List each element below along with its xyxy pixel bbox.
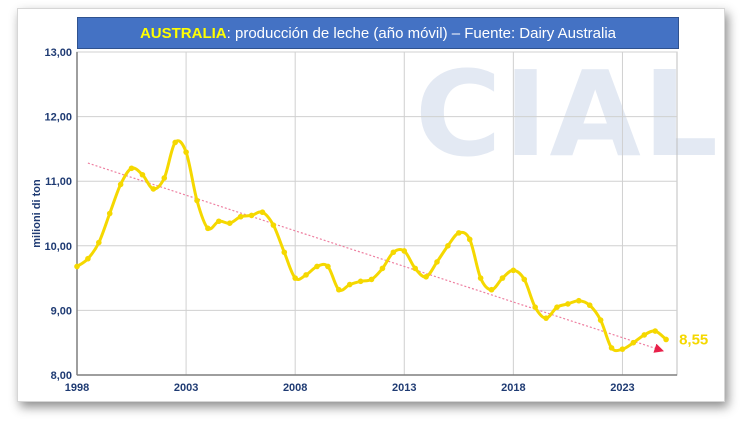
data-point xyxy=(597,317,604,323)
data-point xyxy=(128,165,135,172)
data-point xyxy=(477,275,484,281)
data-point xyxy=(488,286,495,293)
data-point xyxy=(412,265,418,272)
data-point xyxy=(521,276,528,283)
data-point xyxy=(652,328,658,334)
x-tick-label: 2003 xyxy=(174,382,198,394)
data-point xyxy=(74,263,80,270)
data-point xyxy=(106,210,113,217)
data-point xyxy=(434,259,440,265)
data-point xyxy=(576,297,582,304)
data-point xyxy=(368,276,375,283)
data-point xyxy=(456,230,462,236)
data-point xyxy=(248,212,255,219)
y-tick-label: 11,00 xyxy=(45,176,72,188)
data-point xyxy=(117,181,124,188)
y-tick-label: 12,00 xyxy=(44,112,72,124)
x-tick-label: 2013 xyxy=(392,382,416,394)
data-point xyxy=(663,336,669,343)
data-point xyxy=(183,149,189,155)
data-point xyxy=(85,255,91,262)
data-point xyxy=(292,275,298,281)
data-point xyxy=(314,263,320,270)
data-point xyxy=(161,175,168,181)
data-point xyxy=(346,281,353,288)
x-tick-label: 1998 xyxy=(65,382,89,394)
data-point xyxy=(270,222,277,228)
data-point xyxy=(390,249,397,256)
data-point xyxy=(303,272,309,278)
y-tick-label: 10,00 xyxy=(44,241,72,253)
y-tick-label: 13,00 xyxy=(44,47,72,59)
x-tick-label: 2008 xyxy=(283,382,307,394)
x-tick-label: 2023 xyxy=(610,382,634,394)
data-point xyxy=(194,197,200,204)
data-point xyxy=(226,220,233,226)
data-point xyxy=(259,209,266,216)
data-point xyxy=(423,274,429,280)
data-point xyxy=(325,263,331,270)
data-point xyxy=(554,304,560,310)
data-point xyxy=(499,275,506,281)
data-point xyxy=(401,248,408,254)
title-text: : producción de leche (año móvil) – Fuen… xyxy=(226,24,617,42)
data-point xyxy=(445,243,451,249)
data-point xyxy=(336,286,342,293)
data-point xyxy=(281,249,288,256)
data-point xyxy=(379,265,386,272)
x-tick-label: 2018 xyxy=(501,382,525,394)
title-country: AUSTRALIA xyxy=(139,24,227,42)
chart-title: AUSTRALIA: producción de leche (año móvi… xyxy=(77,17,679,49)
data-point xyxy=(608,345,615,351)
y-tick-label: 9,00 xyxy=(51,305,72,317)
data-point xyxy=(237,213,244,220)
trend-line xyxy=(87,162,665,353)
data-point xyxy=(641,332,648,338)
y-axis-title: milioni di ton xyxy=(31,179,43,248)
data-point xyxy=(172,139,178,146)
data-point xyxy=(466,236,473,243)
data-point xyxy=(630,339,637,346)
last-value-label: 8,55 xyxy=(679,331,708,348)
data-point xyxy=(96,239,102,246)
y-tick-label: 8,00 xyxy=(51,370,72,382)
data-point xyxy=(586,302,593,309)
data-point xyxy=(150,186,157,192)
data-point xyxy=(205,225,211,232)
data-point xyxy=(543,315,549,321)
data-point xyxy=(510,267,517,274)
data-point xyxy=(139,171,146,178)
data-point xyxy=(565,301,571,307)
data-point xyxy=(619,346,626,352)
data-point xyxy=(216,218,222,225)
data-point xyxy=(357,278,364,285)
data-point xyxy=(532,304,538,310)
cial-watermark-logo: CIAL xyxy=(415,45,721,183)
